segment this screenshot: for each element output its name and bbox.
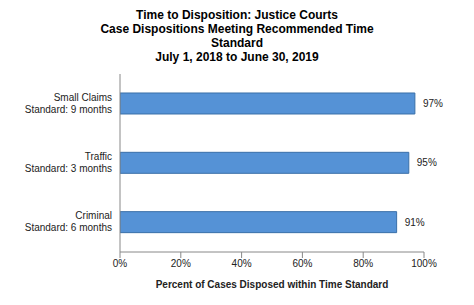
- svg-text:0%: 0%: [113, 258, 128, 269]
- svg-text:95%: 95%: [417, 157, 437, 168]
- svg-text:TrafficStandard: 3 months: TrafficStandard: 3 months: [25, 151, 112, 174]
- svg-text:Small ClaimsStandard: 9 months: Small ClaimsStandard: 9 months: [25, 92, 112, 115]
- svg-text:80%: 80%: [353, 258, 373, 269]
- svg-text:91%: 91%: [405, 217, 425, 228]
- svg-text:40%: 40%: [232, 258, 252, 269]
- svg-text:20%: 20%: [171, 258, 191, 269]
- svg-text:60%: 60%: [292, 258, 312, 269]
- svg-text:CriminalStandard: 6 months: CriminalStandard: 6 months: [25, 210, 112, 233]
- svg-text:97%: 97%: [423, 98, 443, 109]
- svg-text:Percent of Cases Disposed with: Percent of Cases Disposed within Time St…: [156, 279, 389, 290]
- html-text:July 1, 2018 to June 30, 2019: July 1, 2018 to June 30, 2019: [155, 50, 319, 64]
- html-text:Time to Disposition: Justice C: Time to Disposition: Justice Courts Case…: [100, 8, 374, 50]
- svg-text:100%: 100%: [411, 258, 437, 269]
